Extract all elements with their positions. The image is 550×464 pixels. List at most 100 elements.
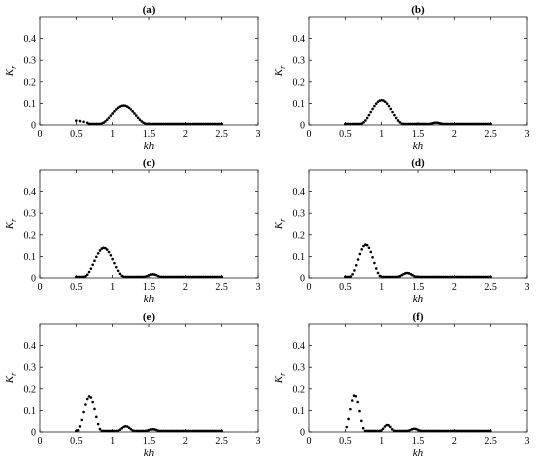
panel-title: (b): [411, 4, 425, 16]
y-axis-label-sub: r: [278, 218, 287, 222]
data-point: [205, 429, 209, 433]
data-point: [402, 122, 405, 126]
data-point: [380, 429, 383, 432]
data-point: [171, 275, 174, 279]
data-point: [483, 122, 487, 126]
data-point: [154, 122, 158, 126]
data-point: [173, 429, 176, 433]
x-tick-label: 1: [110, 282, 115, 293]
data-point: [349, 407, 352, 411]
x-tick-label: 3: [256, 436, 261, 447]
data-point: [136, 275, 140, 279]
data-point: [390, 427, 394, 431]
data-point: [76, 275, 80, 279]
data-point: [211, 122, 214, 126]
data-point: [107, 250, 111, 254]
y-tick-label: 0.4: [293, 341, 306, 352]
data-point: [449, 429, 452, 433]
y-tick-label: 0.4: [293, 34, 306, 45]
data-point: [362, 121, 365, 124]
x-axis-label: kh: [413, 140, 424, 152]
data-point: [167, 275, 171, 279]
data-point: [178, 122, 182, 126]
data-point: [471, 275, 474, 279]
chart-panel: (d) 0 0.5 1 1.5 2 2.5 3 0 0.1 0.2 0.3 0.4 kh Kr: [273, 157, 530, 305]
data-point: [449, 122, 453, 126]
y-axis-label: Kr: [4, 372, 18, 384]
y-axis-label: Kr: [4, 65, 18, 77]
data-point: [182, 275, 185, 279]
data-point: [472, 429, 476, 433]
data-point: [430, 429, 434, 433]
data-point: [140, 120, 144, 123]
data-point: [398, 429, 401, 433]
x-tick-label: 2.5: [484, 129, 497, 140]
data-point: [176, 275, 180, 279]
data-point: [483, 275, 487, 279]
data-point: [344, 275, 347, 279]
data-point: [129, 427, 133, 431]
data-point: [389, 275, 393, 279]
data-point: [165, 429, 169, 433]
data-point: [105, 118, 109, 122]
data-point: [436, 275, 440, 279]
x-tick-label: 2: [452, 282, 457, 293]
data-point: [105, 429, 109, 433]
data-point: [198, 122, 202, 126]
data-point: [104, 429, 107, 433]
data-point: [385, 102, 389, 105]
data-point: [365, 429, 369, 433]
x-tick-label: 1: [379, 436, 384, 447]
data-point: [469, 275, 472, 279]
data-point: [124, 275, 127, 279]
data-point: [480, 275, 483, 279]
data-point: [350, 399, 354, 402]
data-point: [403, 429, 407, 433]
data-point: [80, 418, 84, 422]
plot-frame: [39, 169, 259, 279]
y-axis-label-main: K: [4, 221, 16, 230]
data-point: [176, 122, 180, 126]
y-tick-label: 0.1: [24, 252, 37, 263]
data-point: [383, 425, 387, 428]
data-point: [187, 275, 191, 279]
data-point: [440, 275, 443, 279]
data-point: [167, 122, 171, 126]
data-point: [214, 122, 218, 126]
data-point: [447, 122, 451, 126]
data-point: [200, 122, 203, 126]
data-point: [458, 122, 462, 126]
plot-frame: [308, 16, 528, 126]
data-point: [111, 112, 114, 115]
data-point: [452, 429, 456, 433]
data-point: [489, 275, 492, 279]
data-point: [394, 116, 398, 120]
data-point: [173, 122, 176, 126]
data-point: [382, 275, 385, 279]
data-point: [214, 275, 218, 279]
data-point: [191, 429, 194, 433]
data-point: [371, 107, 374, 111]
data-point: [218, 122, 222, 126]
x-tick-label: 0.5: [70, 282, 83, 293]
y-tick-label: 0.3: [293, 209, 306, 220]
data-point: [158, 122, 162, 126]
data-point: [403, 122, 407, 126]
data-point: [187, 429, 191, 433]
data-point: [191, 122, 194, 126]
data-point: [349, 275, 353, 278]
x-tick-label: 0: [38, 282, 43, 293]
data-point: [193, 122, 196, 126]
data-point: [162, 275, 165, 279]
data-point: [138, 429, 142, 433]
panel-title: (d): [411, 157, 425, 169]
data-point: [198, 429, 202, 433]
y-tick-label: 0.1: [24, 99, 37, 110]
data-point: [213, 122, 216, 126]
data-point: [138, 275, 142, 279]
data-point: [372, 429, 376, 433]
y-tick-label: 0.4: [24, 34, 37, 45]
data-point: [384, 275, 387, 279]
data-point: [369, 429, 372, 433]
data-point: [200, 275, 203, 279]
